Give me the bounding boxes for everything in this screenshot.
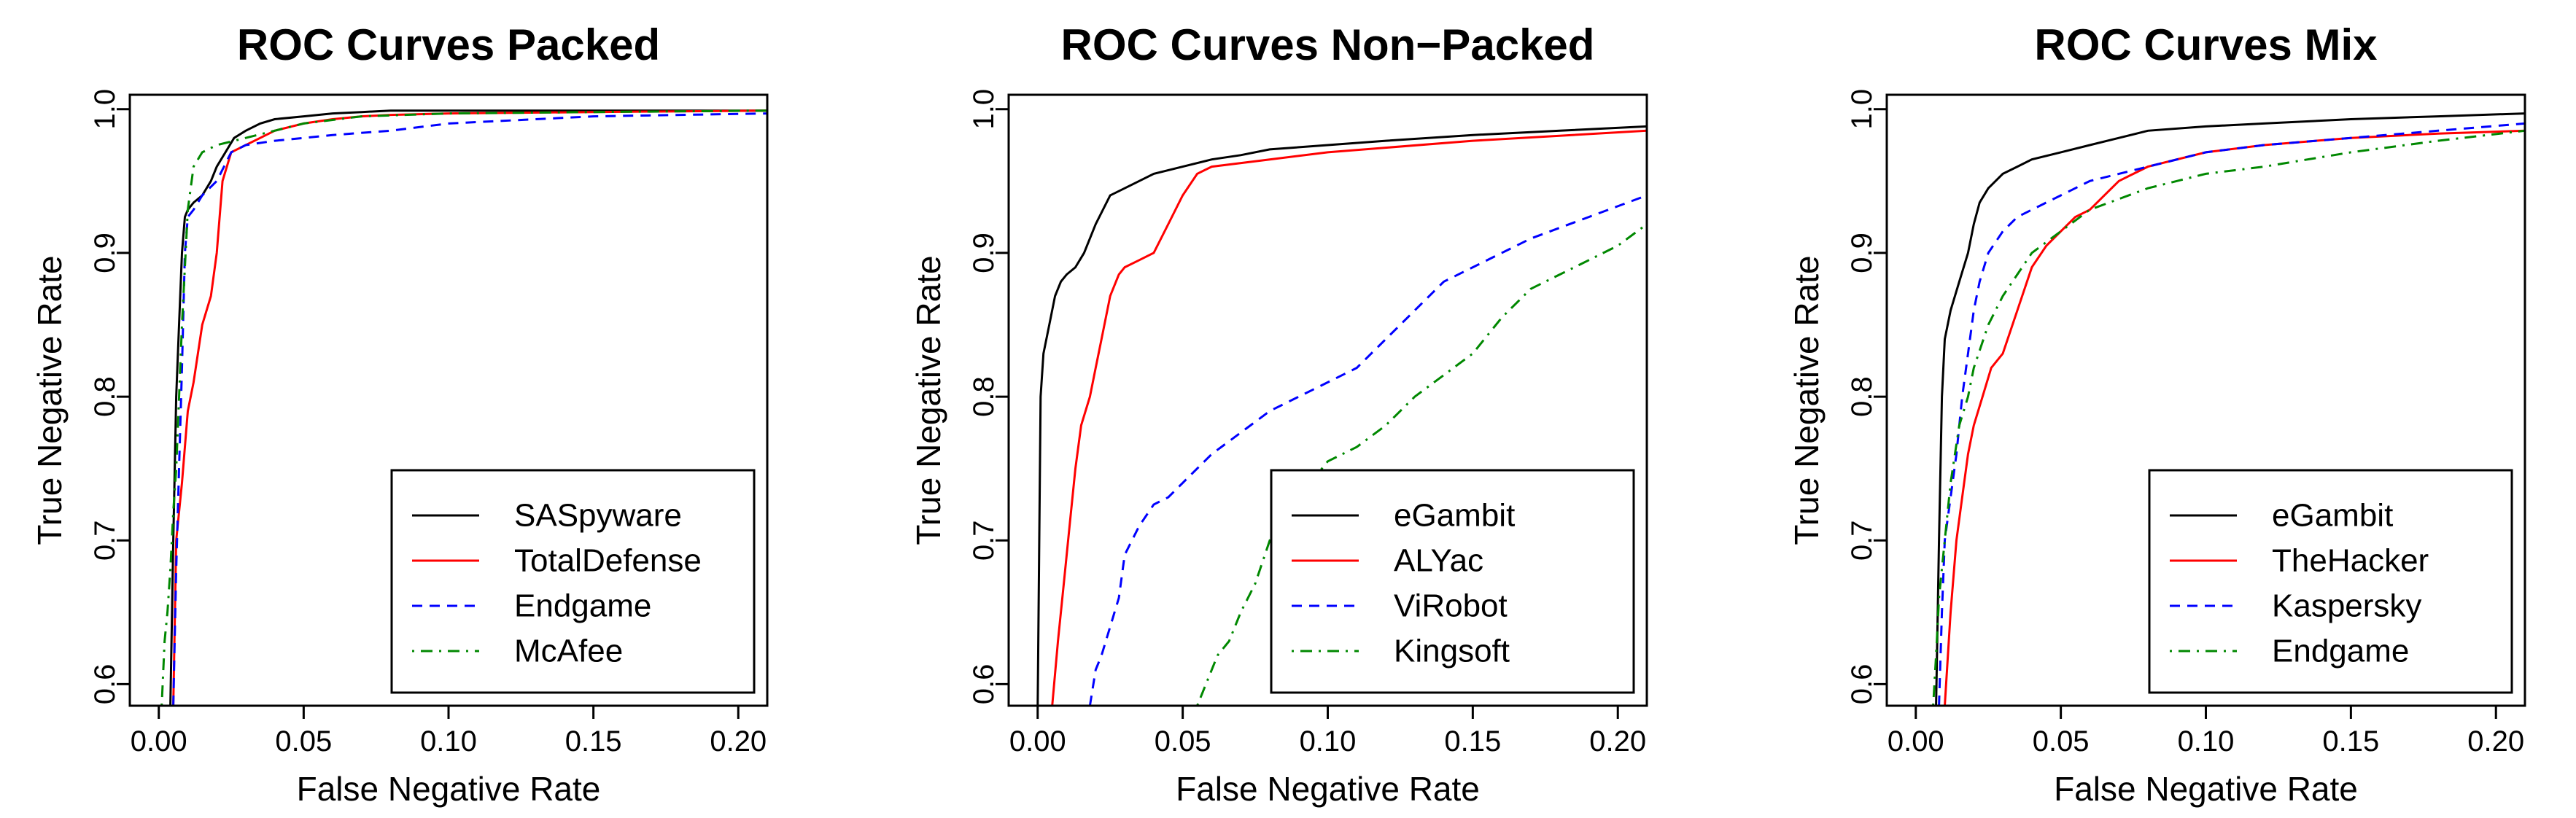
y-tick-label: 0.8 [89, 376, 121, 417]
legend-label: TotalDefense [514, 543, 702, 579]
chart-title: ROC Curves Packed [237, 20, 660, 69]
legend-label: Kaspersky [2272, 588, 2421, 624]
series-line-endgame [1932, 129, 2525, 706]
chart-title: ROC Curves Non−Packed [1061, 20, 1595, 69]
y-tick-label: 0.9 [968, 233, 1000, 273]
legend-label: eGambit [1394, 498, 1515, 534]
legend: eGambit TheHacker Kaspersky Endgame [2148, 469, 2513, 694]
series-line-egambit [1935, 112, 2525, 706]
x-tick-label: 0.00 [131, 725, 187, 757]
y-tick-label: 0.6 [1846, 664, 1878, 705]
series-line-saspyware [169, 109, 767, 706]
x-tick-label: 0.10 [1300, 725, 1357, 757]
y-tick-label: 0.9 [1846, 233, 1878, 273]
chart-panel-2: ROC Curves Non−Packed 0.00 0.05 0.10 0.15 0.2… [909, 20, 1648, 808]
y-tick-label: 0.6 [968, 664, 1000, 705]
y-tick-label: 1.0 [968, 89, 1000, 130]
legend: SASpyware TotalDefense Endgame McAfee [390, 469, 756, 694]
y-tick-label: 0.7 [89, 520, 121, 561]
x-tick-label: 0.05 [1155, 725, 1211, 757]
legend-label: ViRobot [1394, 588, 1508, 624]
x-tick-label: 0.20 [1589, 725, 1646, 757]
legend-label: McAfee [514, 634, 623, 669]
y-tick-label: 0.6 [89, 664, 121, 705]
series-line-kaspersky [1938, 122, 2525, 706]
y-tick-label: 0.8 [1846, 376, 1878, 417]
x-axis-label: False Negative Rate [297, 770, 601, 808]
x-tick-label: 0.00 [1009, 725, 1066, 757]
y-tick-label: 0.7 [968, 520, 1000, 561]
legend-label: Endgame [514, 588, 651, 624]
legend-box [2148, 469, 2513, 694]
x-tick-label: 0.15 [565, 725, 622, 757]
series-line-alyac [1051, 129, 1647, 706]
x-tick-label: 0.10 [2178, 725, 2235, 757]
legend-box [1270, 469, 1635, 694]
x-tick-label: 0.05 [2033, 725, 2090, 757]
x-tick-label: 0.20 [710, 725, 767, 757]
series-line-kingsoft [1196, 223, 1647, 706]
legend: eGambit ALYac ViRobot Kingsoft [1270, 469, 1635, 694]
y-axis-label: True Negative Rate [909, 255, 947, 545]
y-tick-label: 0.8 [968, 376, 1000, 417]
series-line-egambit [1036, 125, 1647, 706]
x-tick-label: 0.20 [2467, 725, 2524, 757]
legend-label: TheHacker [2272, 543, 2429, 579]
legend-label: Kingsoft [1394, 634, 1510, 669]
chart-panel-3: ROC Curves Mix 0.00 0.05 0.10 0.15 0.20 False … [1788, 20, 2526, 808]
series-line-thehacker [1944, 129, 2525, 706]
x-axis-label: False Negative Rate [2054, 770, 2358, 808]
legend-label: SASpyware [514, 498, 682, 534]
x-tick-label: 0.10 [420, 725, 477, 757]
x-axis-label: False Negative Rate [1176, 770, 1480, 808]
legend-label: eGambit [2272, 498, 2393, 534]
y-tick-label: 0.7 [1846, 520, 1878, 561]
chart-title: ROC Curves Mix [2034, 20, 2377, 69]
x-tick-label: 0.15 [2322, 725, 2379, 757]
legend-label: ALYac [1394, 543, 1483, 579]
y-axis-label: True Negative Rate [31, 255, 69, 545]
series-line-mcafee [160, 109, 767, 706]
y-tick-label: 0.9 [89, 233, 121, 273]
x-tick-label: 0.00 [1888, 725, 1944, 757]
x-tick-label: 0.05 [275, 725, 332, 757]
x-tick-label: 0.15 [1444, 725, 1501, 757]
y-tick-label: 1.0 [89, 89, 121, 130]
legend-box [390, 469, 756, 694]
y-tick-label: 1.0 [1846, 89, 1878, 130]
chart-panel-1: ROC Curves Packed 0.00 0.05 0.10 0.15 0.20 Fal… [31, 20, 769, 808]
series-line-endgame [172, 112, 767, 706]
legend-label: Endgame [2272, 634, 2409, 669]
y-axis-label: True Negative Rate [1788, 255, 1826, 545]
